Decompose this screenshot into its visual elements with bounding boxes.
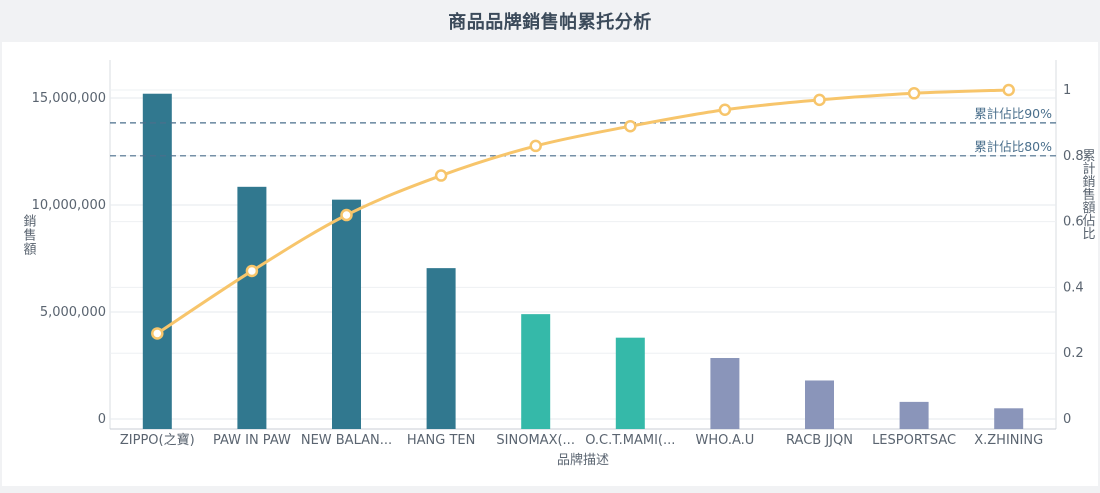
y-tick-label: 0 bbox=[98, 412, 106, 427]
x-tick-label: O.C.T.MAMI(... bbox=[585, 433, 675, 448]
y2-tick-label: 0.4 bbox=[1063, 280, 1084, 295]
bar bbox=[615, 337, 645, 429]
x-tick-label: LESPORTSAC bbox=[872, 433, 956, 448]
bar bbox=[426, 268, 456, 429]
pareto-chart: 0 5,000,000 10,000,000 15,000,000 0 0.2 0.4 0.6… bbox=[21, 60, 1096, 468]
bar bbox=[142, 93, 172, 429]
x-tick-label: SINOMAX(... bbox=[496, 433, 575, 448]
cumulative-point bbox=[718, 103, 732, 116]
x-tick-label: NEW BALAN... bbox=[301, 433, 392, 448]
y2-tick-label: 1 bbox=[1063, 83, 1071, 98]
cumulative-point bbox=[624, 119, 637, 133]
bar bbox=[899, 401, 929, 429]
reference-line-label: 累計佔比90% bbox=[974, 106, 1052, 121]
bar bbox=[332, 199, 361, 429]
y2-tick-label: 0.2 bbox=[1063, 346, 1084, 361]
cumulative-point bbox=[907, 87, 921, 100]
bar bbox=[237, 186, 267, 429]
x-tick-label: RACB JJQN bbox=[786, 433, 853, 448]
y2-tick-label: 0 bbox=[1063, 412, 1071, 427]
y2-tick-label: 0.8 bbox=[1063, 149, 1084, 164]
y2-tick-label: 0.6 bbox=[1063, 215, 1084, 230]
y-tick-label: 15,000,000 bbox=[32, 91, 106, 106]
chart-panel: 0 5,000,000 10,000,000 15,000,000 0 0.2 0.4 0.6… bbox=[2, 42, 1098, 486]
y2-axis-title: 累計銷售額佔比 bbox=[1080, 149, 1096, 241]
cumulative-point bbox=[245, 264, 259, 278]
cumulative-point bbox=[434, 169, 448, 182]
cumulative-line bbox=[155, 88, 1011, 335]
cumulative-point bbox=[529, 139, 542, 153]
x-tick-label: HANG TEN bbox=[407, 433, 475, 448]
bar bbox=[994, 408, 1024, 429]
x-tick-label: PAW IN PAW bbox=[213, 433, 291, 448]
chart-header: 商品品牌銷售帕累托分析 bbox=[0, 0, 1100, 42]
reference-line-label: 累計佔比80% bbox=[974, 139, 1052, 154]
bar bbox=[521, 314, 551, 429]
x-tick-label: X.ZHINING bbox=[974, 433, 1043, 448]
bar bbox=[805, 380, 834, 429]
cumulative-point bbox=[151, 327, 164, 340]
cumulative-point bbox=[340, 208, 353, 222]
cumulative-point bbox=[813, 93, 826, 107]
y-tick-label: 10,000,000 bbox=[32, 198, 106, 213]
chart-title: 商品品牌銷售帕累托分析 bbox=[448, 12, 652, 33]
x-tick-label: ZIPPO(之寶) bbox=[120, 432, 195, 448]
x-axis-title: 品牌描述 bbox=[557, 452, 609, 468]
cumulative-point bbox=[1002, 83, 1015, 97]
y-tick-label: 5,000,000 bbox=[40, 305, 106, 320]
bar bbox=[710, 358, 740, 429]
x-tick-label: WHO.A.U bbox=[696, 433, 755, 448]
y-axis-title: 銷售額 bbox=[21, 213, 37, 256]
